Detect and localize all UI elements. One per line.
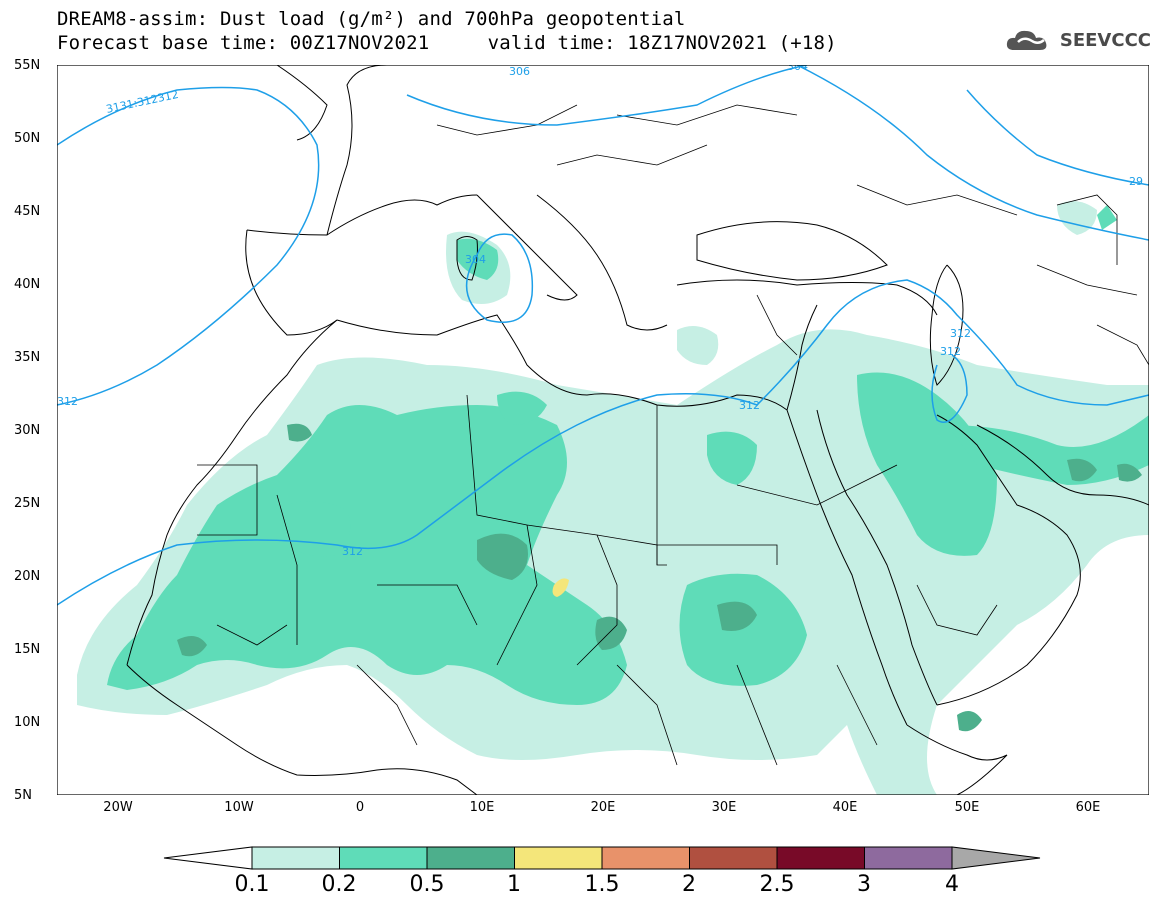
lon-label: 0 xyxy=(355,800,365,815)
colorbar-segment xyxy=(339,846,428,870)
colorbar-tick: 1.5 xyxy=(584,872,620,897)
colorbar-tick: 0.1 xyxy=(234,872,270,897)
colorbar-tick: 4 xyxy=(945,872,959,897)
map-panel: 3131:312312 304 306 304 29 312 312 312 3… xyxy=(56,60,1150,796)
lat-label: 30N xyxy=(14,423,41,438)
logo-text: SEEVCCC xyxy=(1059,29,1151,51)
lat-label: 45N xyxy=(14,204,41,219)
lon-label: 60E xyxy=(1075,800,1101,815)
contour-label: 312 xyxy=(57,395,78,408)
lon-label: 30E xyxy=(711,800,737,815)
geopotential-contours xyxy=(56,64,1150,606)
map-subtitle: Forecast base time: 00Z17NOV2021 valid t… xyxy=(57,32,837,54)
colorbar-tick: 0.2 xyxy=(321,872,357,897)
lat-label: 55N xyxy=(14,58,41,73)
colorbar-segment xyxy=(864,846,953,870)
map-title: DREAM8-assim: Dust load (g/m²) and 700hP… xyxy=(57,8,686,30)
lon-label: 10W xyxy=(224,800,254,815)
lat-label: 20N xyxy=(14,569,41,584)
colorbar-tick: 0.5 xyxy=(409,872,445,897)
lon-label: 10E xyxy=(469,800,495,815)
dust-level-1 xyxy=(552,578,569,597)
colorbar-segment xyxy=(426,846,515,870)
contour-label: 312 xyxy=(950,327,971,340)
lat-label: 5N xyxy=(14,788,32,803)
lat-label: 10N xyxy=(14,715,41,730)
colorbar-segment xyxy=(514,846,603,870)
lon-label: 40E xyxy=(832,800,858,815)
colorbar-segment xyxy=(689,846,778,870)
lon-label: 20W xyxy=(103,800,133,815)
lat-label: 40N xyxy=(14,277,41,292)
lon-label: 50E xyxy=(954,800,980,815)
colorbar-high-arrow xyxy=(951,846,1041,870)
borders xyxy=(197,104,1150,766)
colorbar xyxy=(163,846,1041,870)
contour-label: 312 xyxy=(940,345,961,358)
colorbar-tick: 2.5 xyxy=(759,872,795,897)
dust-level-0.5 xyxy=(177,423,1142,732)
contour-label: 29 xyxy=(1129,175,1143,188)
coastlines xyxy=(126,64,1150,796)
dust-level-0.2 xyxy=(107,205,1149,705)
contour-label: 304 xyxy=(465,253,486,266)
lat-label: 50N xyxy=(14,131,41,146)
lat-label: 15N xyxy=(14,642,41,657)
dust-map: 3131:312312 304 306 304 29 312 312 312 3… xyxy=(56,60,1150,796)
colorbar-tick: 3 xyxy=(857,872,871,897)
contour-label: 306 xyxy=(509,65,530,78)
colorbar-low-arrow xyxy=(163,846,253,870)
contour-label: 312 xyxy=(342,545,363,558)
colorbar-segment xyxy=(601,846,690,870)
lon-label: 20E xyxy=(590,800,616,815)
cloud-icon xyxy=(1006,30,1047,50)
colorbar-tick: 1 xyxy=(507,872,521,897)
colorbar-segment xyxy=(251,846,340,870)
lat-label: 25N xyxy=(14,496,41,511)
lat-label: 35N xyxy=(14,350,41,365)
contour-label: 304 xyxy=(787,65,808,73)
seevccc-logo: SEEVCCC xyxy=(1004,26,1151,54)
colorbar-segment xyxy=(776,846,865,870)
colorbar-tick: 2 xyxy=(682,872,696,897)
contour-label: 312 xyxy=(739,399,760,412)
